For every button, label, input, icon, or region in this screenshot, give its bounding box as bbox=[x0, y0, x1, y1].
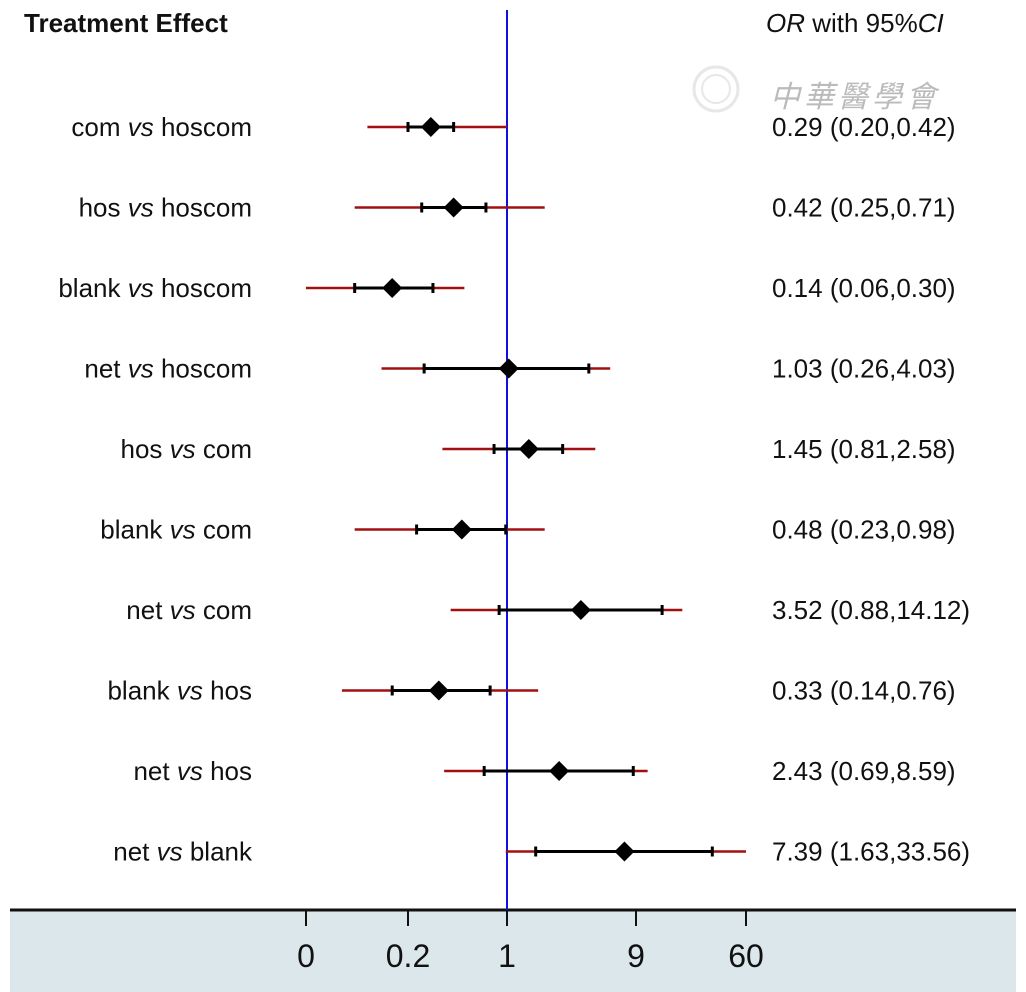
watermark-text: 中華醫學會 bbox=[770, 80, 940, 115]
or-point bbox=[614, 841, 635, 862]
or-value-label: 7.39 (1.63,33.56) bbox=[772, 837, 970, 867]
or-label: OR bbox=[766, 8, 805, 38]
column-header-treatment: Treatment Effect bbox=[24, 8, 228, 38]
row-label: blank vs com bbox=[100, 515, 252, 545]
or-value-label: 0.42 (0.25,0.71) bbox=[772, 193, 956, 223]
row-label: hos vs com bbox=[121, 434, 253, 464]
or-point bbox=[382, 278, 403, 298]
or-point bbox=[518, 439, 539, 459]
seal-watermark-icon bbox=[692, 65, 740, 113]
row-label: net vs com bbox=[126, 595, 252, 625]
or-value-label: 3.52 (0.88,14.12) bbox=[772, 595, 970, 625]
or-value-label: 0.14 (0.06,0.30) bbox=[772, 273, 956, 303]
or-value-label: 0.29 (0.20,0.42) bbox=[772, 112, 956, 142]
x-tick-label: 0.2 bbox=[386, 938, 430, 974]
or-value-label: 0.33 (0.14,0.76) bbox=[772, 676, 956, 706]
row-label: net vs blank bbox=[113, 837, 253, 867]
or-value-label: 1.03 (0.26,4.03) bbox=[772, 354, 956, 384]
or-point bbox=[570, 600, 591, 620]
x-tick-label: 1 bbox=[498, 938, 516, 974]
or-point bbox=[451, 519, 472, 540]
x-tick-label: 0 bbox=[297, 938, 315, 974]
ci-label: CI bbox=[917, 8, 944, 38]
row-label: net vs hoscom bbox=[84, 354, 252, 384]
row-label: hos vs hoscom bbox=[79, 193, 252, 223]
or-value-label: 2.43 (0.69,8.59) bbox=[772, 756, 956, 786]
row-label: net vs hos bbox=[133, 756, 252, 786]
or-label-mid: with 95% bbox=[805, 8, 918, 38]
or-point bbox=[428, 680, 449, 701]
row-label: blank vs hos bbox=[107, 676, 252, 706]
or-point bbox=[549, 761, 570, 781]
or-value-label: 0.48 (0.23,0.98) bbox=[772, 515, 956, 545]
or-point bbox=[498, 358, 519, 379]
axis-band bbox=[10, 910, 1016, 992]
or-point bbox=[443, 197, 464, 218]
x-tick-label: 60 bbox=[728, 938, 764, 974]
column-header-or: OR with 95%CI bbox=[766, 8, 944, 39]
row-label: blank vs hoscom bbox=[58, 273, 252, 303]
or-value-label: 1.45 (0.81,2.58) bbox=[772, 434, 956, 464]
or-point bbox=[420, 117, 441, 137]
row-label: com vs hoscom bbox=[71, 112, 252, 142]
x-tick-label: 9 bbox=[627, 938, 645, 974]
